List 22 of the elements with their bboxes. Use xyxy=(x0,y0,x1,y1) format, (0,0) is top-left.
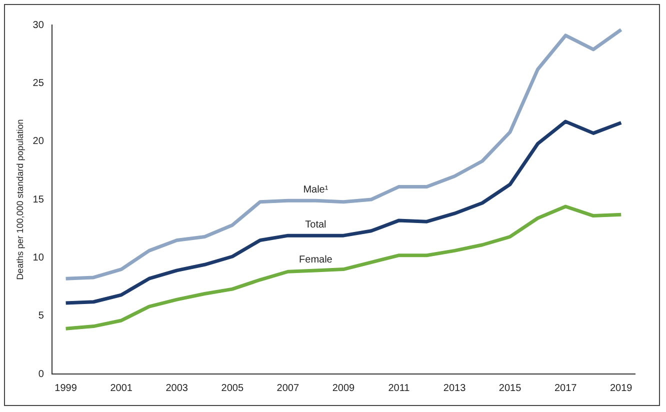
y-tick-label: 5 xyxy=(38,310,44,322)
y-tick-label: 25 xyxy=(32,78,44,89)
x-tick-label: 2007 xyxy=(276,382,300,394)
y-axis-title: Deaths per 100,000 standard population xyxy=(14,119,25,280)
y-tick-label: 30 xyxy=(32,20,44,31)
x-tick-label: 2005 xyxy=(221,382,244,394)
y-tick-label: 10 xyxy=(32,252,44,264)
x-tick-label: 2011 xyxy=(388,382,410,394)
x-tick-label: 1999 xyxy=(54,382,78,394)
series-label: Total xyxy=(305,220,326,231)
x-tick-label: 2019 xyxy=(610,382,633,394)
series-label: Female xyxy=(299,254,333,266)
x-tick-label: 2003 xyxy=(166,382,188,394)
x-tick-label: 2009 xyxy=(332,382,356,394)
x-tick-label: 2001 xyxy=(110,382,133,394)
series-label: Male¹ xyxy=(303,184,329,196)
x-tick-label: 2015 xyxy=(498,382,522,394)
y-tick-label: 0 xyxy=(38,368,44,380)
y-tick-label: 15 xyxy=(32,194,44,206)
y-tick-label: 20 xyxy=(32,136,44,148)
x-tick-label: 2017 xyxy=(554,382,578,394)
x-tick-label: 2013 xyxy=(443,382,466,394)
